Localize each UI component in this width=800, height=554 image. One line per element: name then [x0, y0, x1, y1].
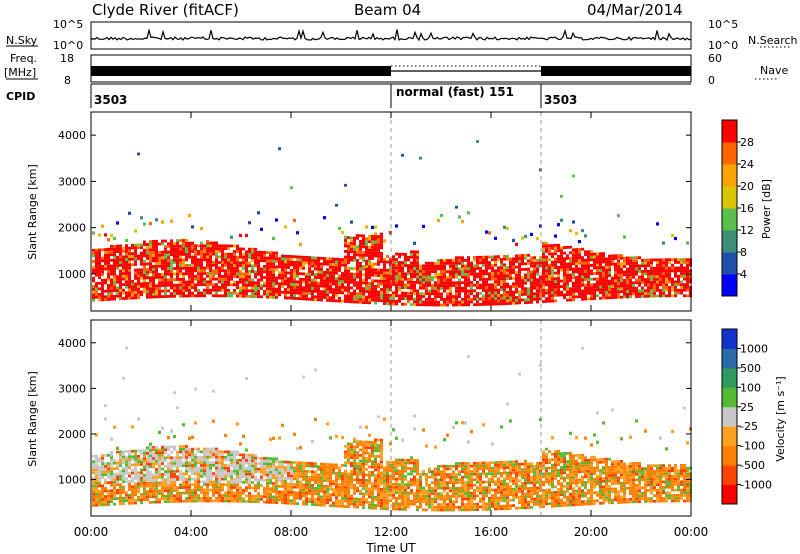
colorbar-swatch: [722, 426, 737, 447]
y-tick-label: 4000: [58, 129, 86, 142]
nave-label: Nave: [760, 64, 788, 77]
x-axis-label: Time UT: [365, 541, 416, 554]
x-tick-label: 08:00: [274, 525, 309, 539]
power-colorbar-label: Power [dB]: [760, 179, 773, 239]
cpid-segment-2: normal (fast) 151: [396, 85, 514, 99]
noise-panel: N.Sky 10^5 10^0 10^5 10^0 N.Search: [6, 18, 798, 52]
colorbar-swatch: [722, 348, 737, 369]
date-title: 04/Mar/2014: [587, 1, 683, 19]
colorbar-swatch: [722, 164, 737, 187]
frequency-panel: Freq. [MHz] 18 8 60 0 Nave: [4, 52, 788, 87]
cpid-segment-1: 3503: [94, 93, 127, 107]
colorbar-tick-label: 16: [740, 202, 754, 215]
colorbar-tick-label: -1000: [740, 479, 772, 492]
x-tick-label: 04:00: [174, 525, 209, 539]
beam-title: Beam 04: [354, 1, 421, 19]
colorbar-tick-label: -25: [740, 420, 758, 433]
colorbar-swatch: [722, 142, 737, 165]
colorbar-tick-label: 8: [740, 246, 747, 259]
colorbar-swatch: [722, 274, 737, 297]
colorbar-swatch: [722, 230, 737, 253]
y-tick-label: 2000: [58, 428, 86, 441]
x-tick-label: 00:00: [674, 525, 709, 539]
noise-left-tick-top: 10^5: [53, 18, 83, 31]
power-data-field: [92, 140, 692, 307]
noise-sky-trace: [90, 27, 692, 42]
colorbar-tick-label: -100: [740, 440, 765, 453]
noise-right-tick-bottom: 10^0: [708, 39, 738, 52]
colorbar-swatch: [722, 186, 737, 209]
colorbar-tick-label: 24: [740, 158, 754, 171]
noise-left-tick-bottom: 10^0: [53, 39, 83, 52]
colorbar-swatch: [722, 387, 737, 408]
noise-right-tick-top: 10^5: [708, 18, 738, 31]
cpid-label: CPID: [6, 90, 35, 103]
velocity-colorbar-label: Velocity [m s⁻¹]: [774, 376, 787, 461]
time-axis: 00:00 04:00 08:00 12:00 16:00 20:00 00:00: [74, 112, 709, 539]
colorbar-swatch: [722, 406, 737, 427]
x-tick-label: 16:00: [474, 525, 509, 539]
colorbar-swatch: [722, 465, 737, 486]
freq-left-tick-top: 18: [60, 52, 74, 65]
colorbar-swatch: [722, 367, 737, 388]
freq-left-tick-bottom: 8: [64, 74, 71, 87]
freq-label-line2: [MHz]: [4, 66, 36, 79]
colorbar-swatch: [722, 208, 737, 231]
velocity-colorbar: 1000 500 100 25 -25 -100 -500 -1000 Velocity [m…: [721, 328, 787, 505]
x-tick-label: 12:00: [374, 525, 409, 539]
y-tick-label: 3000: [58, 175, 86, 188]
station-title: Clyde River (fitACF): [92, 1, 239, 19]
power-y-axis-label: Slant Range [km]: [26, 164, 39, 260]
cpid-panel: CPID 3503 normal (fast) 151 3503: [6, 83, 691, 108]
y-tick-label: 2000: [58, 222, 86, 235]
y-tick-label: 1000: [58, 474, 86, 487]
colorbar-swatch: [722, 445, 737, 466]
x-tick-label: 20:00: [574, 525, 609, 539]
colorbar-tick-label: 500: [740, 362, 761, 375]
colorbar-tick-label: 100: [740, 381, 761, 394]
colorbar-swatch: [722, 329, 737, 349]
colorbar-swatch: [722, 252, 737, 275]
power-panel: 1000 2000 3000 4000 Slant Range [km] 28 24 20…: [26, 111, 773, 312]
freq-right-tick-bottom: 0: [708, 74, 715, 87]
velocity-data-field: [92, 346, 692, 512]
noise-left-label: N.Sky: [6, 34, 38, 47]
noise-right-label: N.Search: [748, 34, 798, 47]
colorbar-tick-label: 1000: [740, 342, 768, 355]
colorbar-tick-label: -500: [740, 459, 765, 472]
y-tick-label: 1000: [58, 268, 86, 281]
colorbar-tick-label: 25: [740, 401, 754, 414]
x-tick-label: 00:00: [74, 525, 109, 539]
velocity-panel: 1000 2000 3000 4000 Slant Range [km] 1000 50…: [26, 319, 787, 517]
cpid-segment-3: 3503: [544, 93, 577, 107]
y-tick-label: 4000: [58, 337, 86, 350]
freq-label-line1: Freq.: [10, 52, 37, 65]
velocity-y-axis-label: Slant Range [km]: [26, 371, 39, 467]
colorbar-tick-label: 28: [740, 136, 754, 149]
colorbar-tick-label: 12: [740, 224, 754, 237]
colorbar-swatch: [722, 120, 737, 143]
power-colorbar: 28 24 20 16 12 8 4 Power [dB]: [721, 119, 773, 297]
freq-right-tick-top: 60: [708, 52, 722, 65]
colorbar-tick-label: 4: [740, 268, 747, 281]
colorbar-swatch: [722, 484, 737, 505]
y-tick-label: 3000: [58, 382, 86, 395]
colorbar-tick-label: 20: [740, 180, 754, 193]
